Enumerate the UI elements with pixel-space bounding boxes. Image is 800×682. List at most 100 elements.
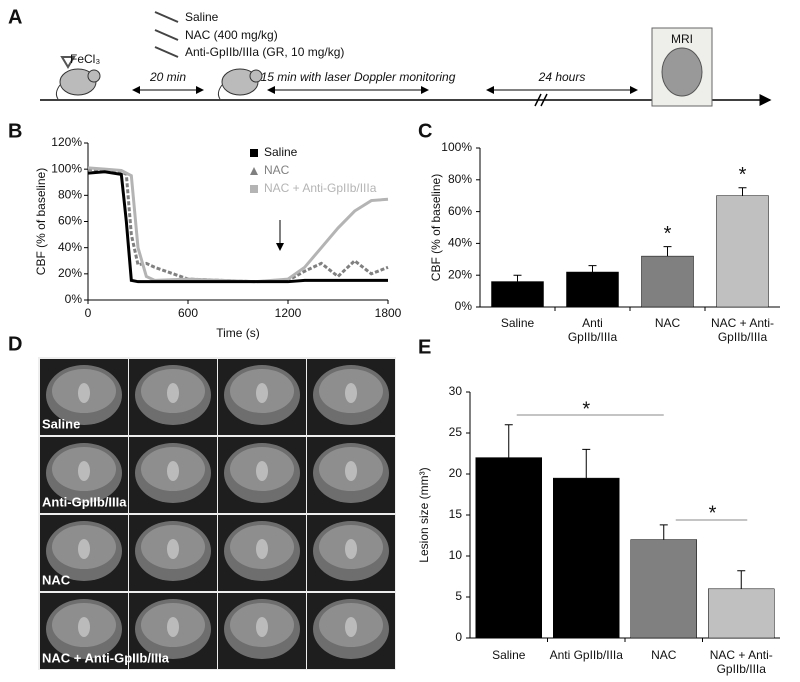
y-tick-label: 15	[449, 507, 463, 521]
x-tick-label: Saline	[500, 316, 535, 330]
panel-label: C	[418, 120, 432, 142]
x-tick-label: Saline	[492, 648, 526, 662]
y-tick-label: 120%	[51, 135, 82, 149]
bar	[475, 457, 542, 639]
error-bar	[659, 524, 668, 540]
error-bar	[588, 265, 597, 273]
mouse-icon	[55, 56, 101, 100]
bar	[641, 255, 694, 308]
panel-label: E	[418, 336, 431, 358]
x-tick-label: NAC	[654, 316, 681, 330]
legend-marker	[250, 185, 258, 193]
x-tick-label: NAC + Anti-GpIIb/IIIa	[710, 316, 775, 344]
y-axis-title: CBF (% of baseline)	[34, 168, 48, 275]
bar	[491, 281, 544, 308]
panel-label: D	[8, 333, 22, 355]
ventricle	[256, 461, 268, 481]
panel-label: B	[8, 120, 22, 142]
significance-star: *	[739, 164, 747, 186]
row-label: Anti-GpIIb/IIIa	[42, 494, 127, 509]
ventricle	[167, 539, 179, 559]
agent-label: Saline	[185, 10, 219, 24]
error-bar	[582, 448, 591, 479]
y-tick-label: 60%	[448, 204, 472, 218]
error-bar	[737, 570, 746, 589]
ventricle	[167, 461, 179, 481]
legend-label: Saline	[264, 145, 298, 159]
x-axis-title: Time (s)	[216, 326, 260, 340]
y-axis-title: CBF (% of baseline)	[429, 174, 443, 281]
line-series	[87, 170, 388, 284]
bar	[708, 588, 775, 639]
ventricle	[78, 383, 90, 403]
y-tick-label: 20	[449, 466, 463, 480]
x-tick-label: 1800	[375, 306, 402, 320]
ventricle	[78, 461, 90, 481]
row-label: NAC + Anti-GpIIb/IIIa	[42, 650, 170, 665]
x-tick-label: Anti GpIIb/IIIa	[567, 316, 618, 344]
y-tick-label: 0%	[455, 299, 473, 313]
error-bar	[513, 274, 522, 282]
ventricle	[345, 461, 357, 481]
bar	[716, 195, 769, 308]
significance-star: *	[582, 398, 590, 420]
row-label: NAC	[42, 572, 71, 587]
y-tick-label: 80%	[58, 188, 82, 202]
y-tick-label: 10	[449, 548, 463, 562]
ventricle	[167, 617, 179, 637]
y-tick-label: 80%	[448, 172, 472, 186]
ventricle	[345, 383, 357, 403]
line-series	[87, 166, 389, 284]
y-tick-label: 25	[449, 425, 463, 439]
row-label: Saline	[42, 416, 80, 431]
y-tick-label: 30	[449, 384, 463, 398]
x-tick-label: 600	[178, 306, 198, 320]
fecl3-label: FeCl₃	[70, 52, 100, 66]
error-bar	[504, 424, 513, 458]
ventricle	[345, 617, 357, 637]
ventricle	[78, 617, 90, 637]
y-axis-title: Lesion size (mm³)	[417, 467, 431, 562]
axis-break	[534, 93, 542, 107]
error-bar	[663, 246, 672, 257]
x-tick-label: 1200	[275, 306, 302, 320]
y-tick-label: 5	[455, 589, 462, 603]
axis-break	[540, 93, 548, 107]
brain-icon	[661, 47, 703, 97]
significance-star: *	[709, 502, 717, 524]
bar	[630, 539, 697, 639]
x-tick-label: NAC + Anti-GpIIb/IIIa	[709, 648, 773, 676]
x-tick-label: NAC	[651, 648, 677, 662]
y-tick-label: 60%	[58, 214, 82, 228]
y-tick-label: 0	[455, 630, 462, 644]
ventricle	[256, 383, 268, 403]
interval-label: 15 min with laser Doppler monitoring	[261, 70, 456, 84]
legend-label: NAC + Anti-GpIIb/IIIa	[264, 181, 377, 195]
ventricle	[345, 539, 357, 559]
bar	[566, 271, 619, 308]
legend-marker	[250, 149, 258, 157]
bar	[553, 477, 620, 639]
x-tick-label: 0	[85, 306, 92, 320]
interval-label: 20 min	[149, 70, 186, 84]
error-bar	[738, 187, 747, 196]
ventricle	[167, 383, 179, 403]
mri-label: MRI	[671, 32, 693, 46]
y-tick-label: 100%	[51, 161, 82, 175]
ventricle	[256, 539, 268, 559]
y-tick-label: 0%	[65, 292, 83, 306]
y-tick-label: 20%	[448, 267, 472, 281]
y-tick-label: 20%	[58, 266, 82, 280]
y-tick-label: 40%	[58, 240, 82, 254]
y-tick-label: 100%	[441, 140, 472, 154]
syringes	[154, 11, 179, 58]
legend-marker	[250, 167, 258, 175]
interval-label: 24 hours	[538, 70, 586, 84]
legend-label: NAC	[264, 163, 290, 177]
x-tick-label: Anti GpIIb/IIIa	[549, 648, 623, 662]
agent-label: Anti-GpIIb/IIIa (GR, 10 mg/kg)	[185, 45, 344, 59]
mouse-icon	[217, 68, 263, 100]
agent-label: NAC (400 mg/kg)	[185, 28, 278, 42]
